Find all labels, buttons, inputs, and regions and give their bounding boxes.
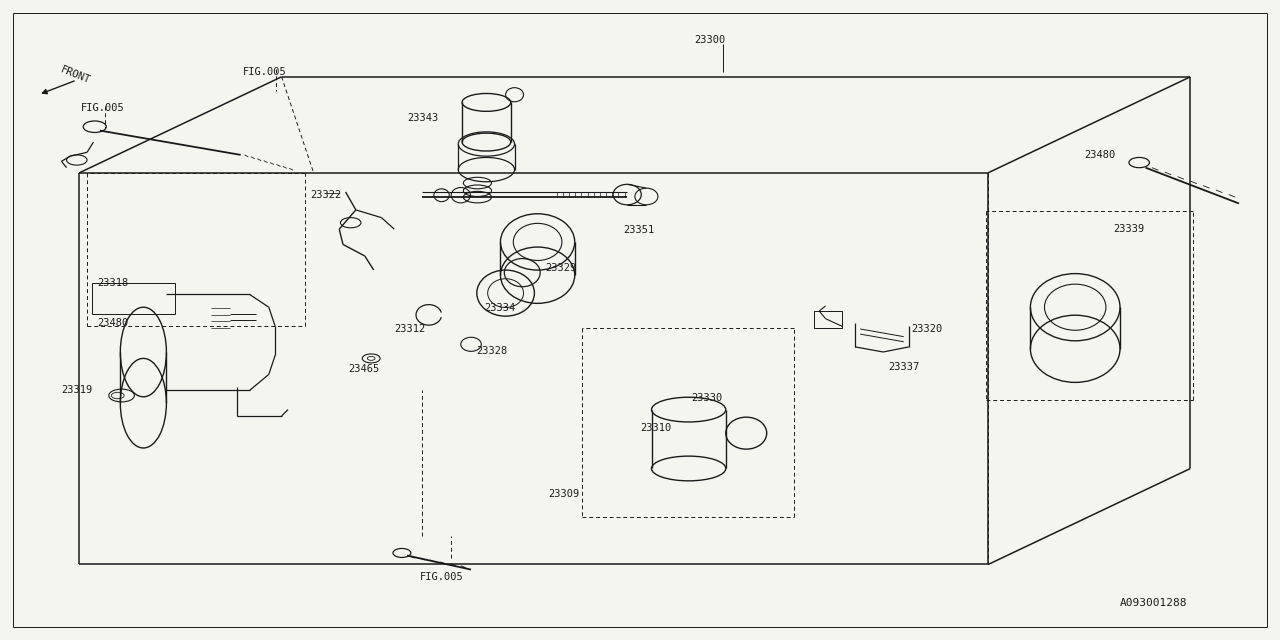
Text: FIG.005: FIG.005 [420,572,463,582]
Text: 23337: 23337 [888,362,919,372]
Text: 23320: 23320 [911,324,942,334]
Text: 23300: 23300 [694,35,724,45]
Text: 23318: 23318 [97,278,128,288]
Bar [814,311,842,328]
Bar [92,283,175,314]
Text: FIG.005: FIG.005 [243,67,287,77]
Text: 23334: 23334 [484,303,515,314]
Text: 23322: 23322 [310,190,340,200]
Text: 23319: 23319 [61,385,92,396]
Text: 23329: 23329 [545,262,576,273]
Text: 23312: 23312 [394,324,425,334]
Text: 23310: 23310 [640,422,671,433]
Text: 23330: 23330 [691,393,722,403]
Text: FRONT: FRONT [59,65,92,85]
Text: 23480: 23480 [97,317,128,328]
Text: 23309: 23309 [548,489,579,499]
Text: 23351: 23351 [623,225,654,236]
Text: 23343: 23343 [407,113,438,124]
Text: 23480: 23480 [1084,150,1115,160]
Text: 23339: 23339 [1114,224,1144,234]
Text: FIG.005: FIG.005 [81,102,124,113]
Text: A093001288: A093001288 [1120,598,1188,608]
Text: 23328: 23328 [476,346,507,356]
Text: 23465: 23465 [348,364,379,374]
